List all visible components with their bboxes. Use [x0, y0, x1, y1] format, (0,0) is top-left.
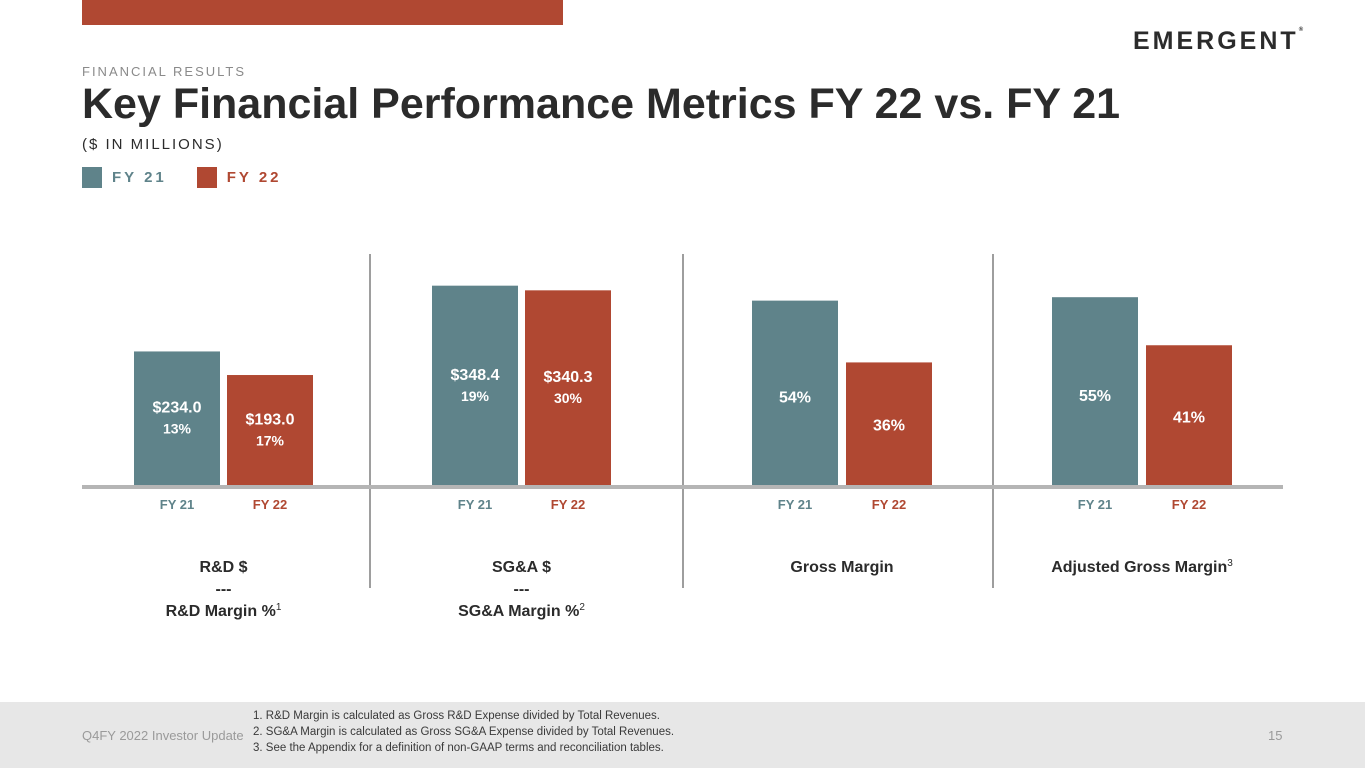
group-label-text: --- [514, 581, 530, 598]
group-label-text: --- [216, 581, 232, 598]
bar-value-label-agm-fy21: 55% [1079, 388, 1111, 405]
group-label-sga-line-2: --- [514, 581, 530, 598]
group-label-text: SG&A $ [492, 559, 551, 576]
bar-rd-fy22 [227, 375, 313, 486]
legend-label-fy21: FY 21 [112, 168, 167, 186]
footnote-ref-3: 3 [1227, 558, 1233, 569]
footnote-2: 2. SG&A Margin is calculated as Gross SG… [253, 726, 675, 738]
group-label-text: SG&A Margin % [458, 603, 579, 620]
legend-item-fy21: FY 21 [82, 166, 167, 188]
page-number: 15 [1268, 728, 1283, 743]
footer-deck-name: Q4FY 2022 Investor Update [82, 728, 244, 743]
page-title: Key Financial Performance Metrics FY 22 … [82, 80, 1121, 128]
group-label-text: R&D Margin % [166, 603, 276, 620]
x-tick-label-sga-fy21: FY 21 [458, 497, 492, 512]
group-label-agm-line-1: Adjusted Gross Margin3 [1051, 558, 1233, 576]
footnote-1: 1. R&D Margin is calculated as Gross R&D… [253, 710, 660, 722]
x-tick-label-agm-fy21: FY 21 [1078, 497, 1112, 512]
group-label-text: R&D $ [199, 559, 247, 576]
bar-margin-label-rd-fy22: 17% [256, 433, 285, 449]
emergent-logo: EMERGENT® [1133, 27, 1304, 55]
bar-gm-fy22 [846, 362, 932, 486]
section-eyebrow: FINANCIAL RESULTS [82, 64, 247, 79]
group-label-text: Adjusted Gross Margin [1051, 559, 1227, 576]
top-accent-bar [82, 0, 563, 25]
group-label-gm-line-1: Gross Margin [790, 559, 893, 576]
bar-sga-fy22 [525, 290, 611, 486]
legend-label-fy22: FY 22 [226, 168, 282, 186]
bar-rd-fy21 [134, 351, 220, 486]
x-tick-label-sga-fy22: FY 22 [551, 497, 585, 512]
metrics-bar-chart: $234.0 13% FY 21 $193.0 17% FY 22 R&D $ --- R&D … [82, 254, 1283, 620]
bar-sga-fy21 [432, 285, 518, 486]
x-tick-label-gm-fy21: FY 21 [778, 497, 812, 512]
footnote-ref-2: 2 [579, 602, 585, 613]
x-tick-label-rd-fy21: FY 21 [160, 497, 194, 512]
bar-value-label-sga-fy21: $348.4 [451, 367, 500, 384]
legend-swatch-fy22 [196, 166, 217, 188]
bar-value-label-sga-fy22: $340.3 [544, 369, 593, 386]
bar-margin-label-sga-fy21: 19% [461, 388, 490, 404]
bar-agm-fy22 [1146, 345, 1232, 486]
footnote-3: 3. See the Appendix for a definition of … [253, 742, 664, 754]
group-label-sga-line-1: SG&A $ [492, 559, 551, 576]
bar-value-label-rd-fy21: $234.0 [153, 400, 202, 417]
bar-margin-label-rd-fy21: 13% [163, 421, 192, 437]
units-subtitle: ($ IN MILLIONS) [82, 136, 224, 153]
group-label-rd-line-2: --- [216, 581, 232, 598]
footer: Q4FY 2022 Investor Update 1. R&D Margin … [0, 702, 1365, 768]
legend-item-fy22: FY 22 [196, 166, 282, 188]
footnote-ref-1: 1 [276, 602, 282, 613]
group-label-rd-line-3: R&D Margin %1 [166, 602, 282, 620]
bar-value-label-agm-fy22: 41% [1173, 410, 1205, 427]
bar-agm-fy21 [1052, 297, 1138, 486]
x-tick-label-rd-fy22: FY 22 [253, 497, 287, 512]
x-tick-label-gm-fy22: FY 22 [872, 497, 906, 512]
bar-gm-fy21 [752, 300, 838, 486]
group-label-sga-line-3: SG&A Margin %2 [458, 602, 585, 620]
footnotes: 1. R&D Margin is calculated as Gross R&D… [253, 708, 674, 756]
chart-legend: FY 21 FY 22 [82, 166, 312, 188]
bar-value-label-gm-fy22: 36% [873, 417, 905, 434]
legend-swatch-fy21 [82, 166, 102, 188]
bar-value-label-rd-fy22: $193.0 [246, 412, 295, 429]
x-tick-label-agm-fy22: FY 22 [1172, 497, 1206, 512]
bar-margin-label-sga-fy22: 30% [554, 390, 583, 406]
bar-value-label-gm-fy21: 54% [779, 390, 811, 407]
group-label-rd-line-1: R&D $ [199, 559, 247, 576]
group-label-text: Gross Margin [790, 559, 893, 576]
